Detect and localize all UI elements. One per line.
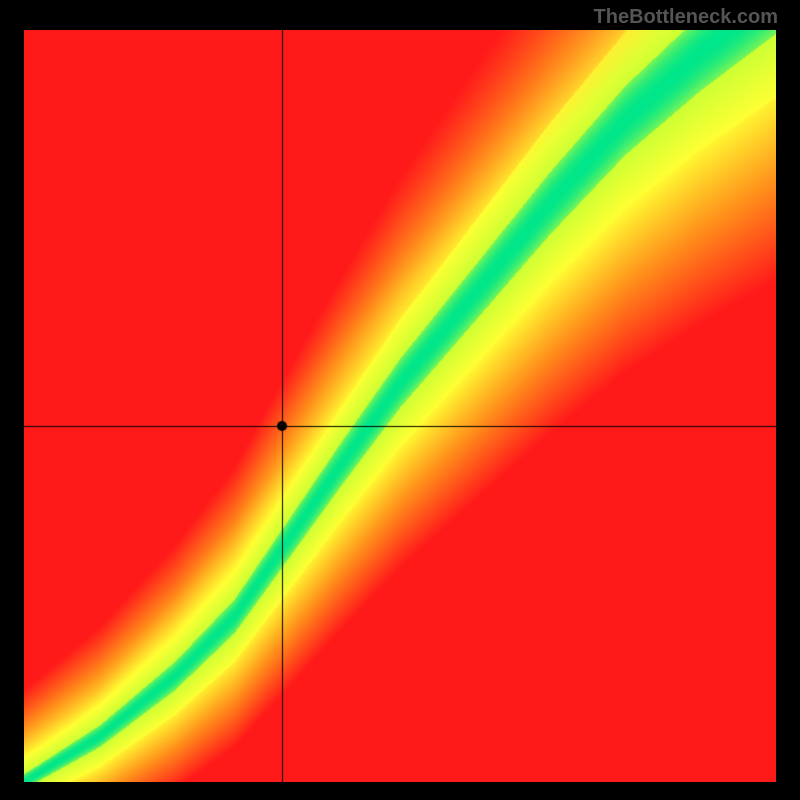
watermark-text: TheBottleneck.com [594,6,778,29]
heatmap-canvas [24,30,776,782]
bottleneck-heatmap [24,30,776,782]
